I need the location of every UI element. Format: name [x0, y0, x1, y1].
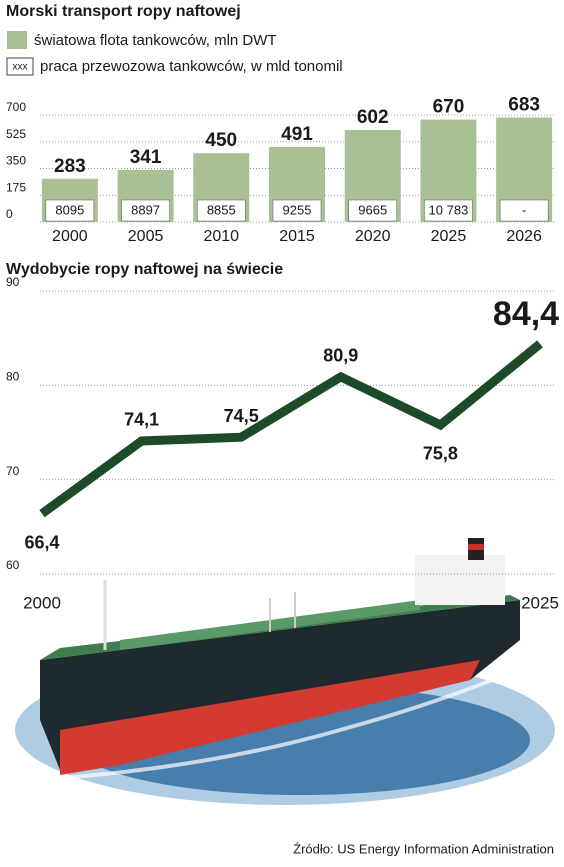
legend-marker-label: xxx [13, 62, 28, 73]
x-tick-label: 2025 [431, 228, 467, 245]
x-tick-label: 2000 [52, 228, 88, 245]
bar-value-label: 341 [130, 147, 162, 168]
value-label: 74,5 [224, 406, 259, 426]
work-label: 8095 [55, 202, 84, 217]
value-label: 75,8 [423, 444, 458, 464]
legend-label: światowa flota tankowców, mln DWT [34, 32, 277, 49]
legend-swatch [6, 57, 34, 76]
bar-value-label: 283 [54, 156, 86, 177]
y-tick-label: 525 [6, 127, 26, 141]
x-tick-label: 2015 [279, 228, 315, 245]
x-tick-label: 2005 [128, 228, 164, 245]
work-label: - [522, 202, 526, 217]
bar-value-label: 670 [433, 97, 465, 118]
value-label: 74,1 [124, 410, 159, 430]
x-tick-label: 2025 [521, 593, 559, 612]
x-tick-label: 2010 [203, 228, 239, 245]
y-tick-label: 700 [6, 100, 26, 114]
y-tick-label: 60 [6, 558, 20, 572]
work-box [121, 199, 170, 222]
work-label: 9255 [283, 202, 312, 217]
y-tick-label: 80 [6, 370, 20, 384]
work-box [348, 199, 397, 222]
bar-value-label: 602 [357, 107, 389, 128]
line [39, 340, 543, 518]
work-label: 8855 [207, 202, 236, 217]
work-box [499, 199, 549, 222]
ship-illustration [15, 538, 555, 805]
source: Źródło: US Energy Information Administra… [293, 841, 554, 856]
bar-value-label: 491 [281, 124, 313, 145]
work-box [197, 199, 246, 222]
work-label: 10 783 [429, 202, 469, 217]
bar-value-label: 450 [205, 130, 237, 151]
chart-title: Morski transport ropy naftowej [6, 3, 241, 20]
x-tick-label: 2000 [23, 593, 61, 612]
work-label: 9665 [358, 202, 387, 217]
y-tick-label: 70 [6, 464, 20, 478]
chart-title: Wydobycie ropy naftowej na świecie [6, 261, 283, 278]
y-tick-label: 0 [6, 207, 13, 221]
work-label: 8897 [131, 202, 160, 217]
value-label: 84,4 [493, 295, 559, 333]
legend-label: praca przewozowa tankowców, w mld tonomi… [40, 58, 343, 75]
y-tick-label: 90 [6, 275, 20, 289]
x-tick-label: 2026 [506, 228, 542, 245]
legend-swatch [7, 31, 27, 49]
bar-value-label: 683 [508, 95, 540, 116]
work-box [424, 199, 473, 222]
y-tick-label: 350 [6, 154, 26, 168]
y-tick-label: 175 [6, 180, 26, 194]
x-tick-label: 2020 [355, 228, 391, 245]
work-box [272, 199, 322, 222]
value-label: 66,4 [24, 532, 59, 552]
work-box [45, 199, 95, 222]
value-label: 80,9 [323, 346, 358, 366]
